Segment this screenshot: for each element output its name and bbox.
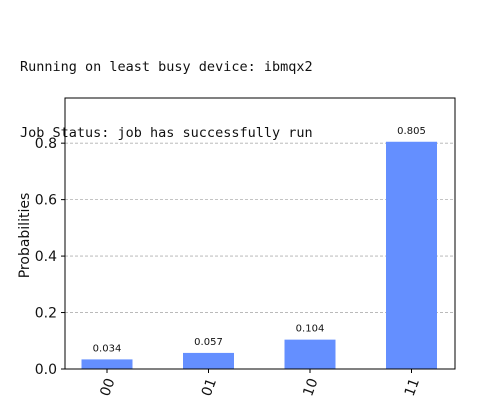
x-tick-label-11: 11 — [402, 376, 423, 398]
data-label-10: 0.104 — [296, 324, 325, 335]
plot-frame — [64, 97, 456, 370]
x-tick-label-10: 10 — [300, 376, 321, 398]
console-output: Running on least busy device: ibmqx2 Job… — [20, 12, 313, 166]
x-tick-label-00: 00 — [97, 376, 118, 398]
y-axis-ticks: 0.0 0.2 0.4 0.6 0.8 — [35, 136, 65, 378]
bar-11 — [386, 141, 437, 369]
data-labels: 0.034 0.057 0.104 0.805 — [93, 126, 426, 355]
bar-00 — [81, 359, 133, 369]
bars — [81, 141, 437, 369]
x-tick-label-01: 01 — [199, 376, 220, 398]
bar-10 — [284, 339, 336, 369]
device-status-line: Running on least busy device: ibmqx2 — [20, 59, 313, 75]
bar-01 — [183, 352, 234, 369]
y-axis-label: Probabilities — [17, 193, 33, 279]
x-axis-ticks: 00 01 10 11 — [97, 369, 423, 398]
data-label-11: 0.805 — [397, 126, 426, 137]
data-label-00: 0.034 — [93, 343, 122, 354]
y-tick-label: 0.0 — [35, 362, 57, 378]
job-status-line: Job Status: job has successfully run — [20, 125, 313, 141]
y-tick-label: 0.2 — [35, 306, 57, 322]
y-tick-label: 0.6 — [35, 193, 57, 209]
y-tick-label: 0.8 — [35, 136, 57, 152]
y-tick-label: 0.4 — [35, 249, 57, 265]
data-label-01: 0.057 — [194, 337, 223, 348]
